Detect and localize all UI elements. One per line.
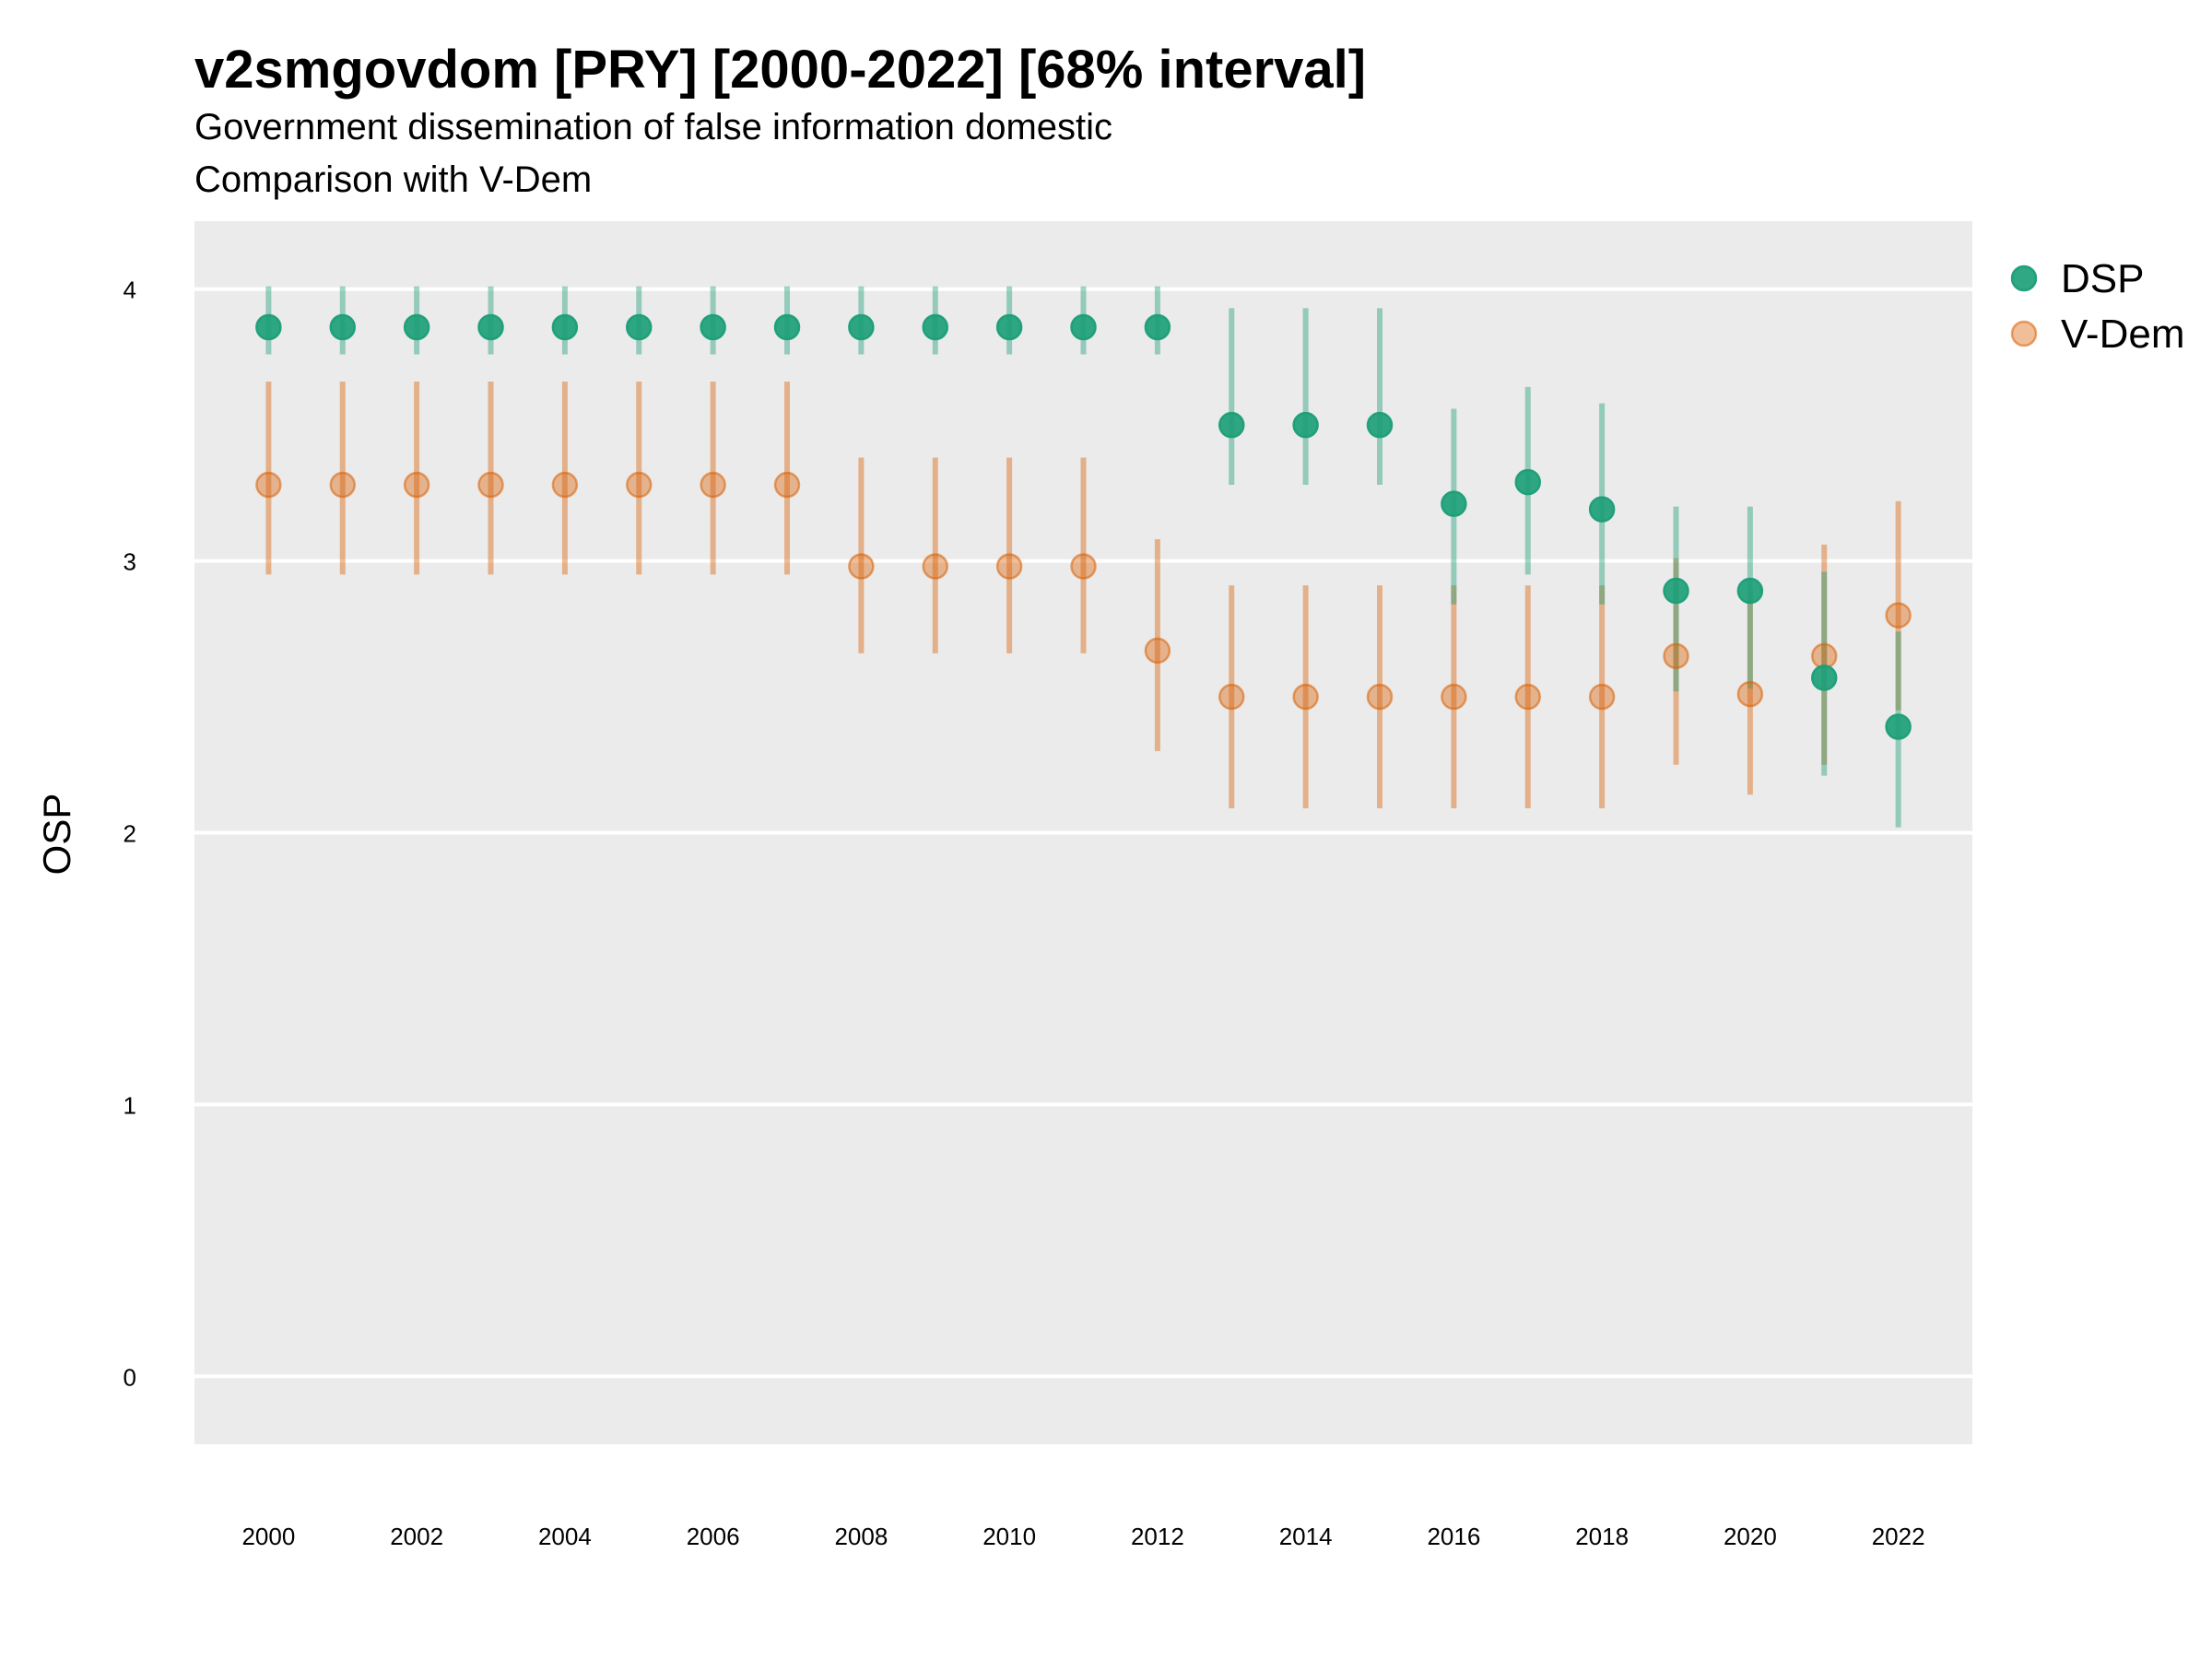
data-point — [551, 313, 579, 341]
data-point — [1663, 642, 1689, 670]
data-point — [922, 553, 948, 580]
data-point — [1292, 411, 1319, 439]
data-point — [995, 313, 1023, 341]
data-point — [403, 313, 430, 341]
data-point — [477, 313, 504, 341]
legend-label: V-Dem — [2061, 312, 2184, 357]
chart-subtitle-comparison: Comparison with V-Dem — [194, 159, 593, 200]
data-point — [773, 313, 801, 341]
data-point — [700, 471, 726, 499]
x-tick-label: 2012 — [1131, 1523, 1184, 1550]
data-point — [1292, 683, 1319, 711]
data-point — [626, 313, 653, 341]
x-tick-label: 2018 — [1575, 1523, 1629, 1550]
legend-label: DSP — [2061, 256, 2144, 301]
data-point — [1441, 490, 1467, 517]
grid-lines — [194, 287, 1972, 1379]
x-tick-label: 2004 — [538, 1523, 592, 1550]
legend: DSP V-Dem — [2010, 256, 2184, 357]
x-tick-label: 2006 — [687, 1523, 740, 1550]
points-v-dem — [255, 471, 1912, 711]
data-point — [1588, 683, 1616, 711]
data-series — [255, 286, 1912, 828]
y-tick-label: 0 — [124, 1363, 136, 1391]
data-point — [1885, 713, 1912, 740]
data-point — [848, 553, 875, 580]
legend-key — [2010, 265, 2038, 292]
data-point — [700, 313, 726, 341]
data-point — [1441, 683, 1467, 711]
x-tick-label: 2000 — [241, 1523, 295, 1550]
chart-subtitle: Government dissemination of false inform… — [194, 107, 1113, 147]
data-point — [255, 313, 282, 341]
data-point — [848, 313, 875, 341]
data-point — [1070, 553, 1097, 580]
data-point — [626, 471, 653, 499]
x-tick-label: 2020 — [1724, 1523, 1777, 1550]
data-point — [1366, 683, 1394, 711]
x-tick-label: 2014 — [1279, 1523, 1333, 1550]
data-point — [1144, 637, 1171, 665]
x-tick-label: 2002 — [390, 1523, 443, 1550]
y-tick-label: 1 — [124, 1091, 136, 1119]
data-point — [1366, 411, 1394, 439]
data-point — [329, 313, 356, 341]
x-tick-label: 2022 — [1872, 1523, 1925, 1550]
x-tick-label: 2008 — [834, 1523, 888, 1550]
data-point — [477, 471, 504, 499]
series-v-dem — [265, 381, 1901, 808]
x-tick-label: 2016 — [1427, 1523, 1480, 1550]
data-point — [1885, 602, 1912, 629]
y-tick-label: 2 — [124, 820, 136, 848]
data-point — [1218, 411, 1245, 439]
data-point — [1811, 665, 1838, 691]
chart-title: v2smgovdom [PRY] [2000-2022] [68% interv… — [194, 40, 1367, 100]
data-point — [255, 471, 282, 499]
data-point — [995, 553, 1023, 580]
data-point — [551, 471, 579, 499]
y-axis-label: OSP — [35, 794, 78, 876]
data-point — [1144, 313, 1171, 341]
data-point — [1588, 496, 1616, 523]
y-axis-ticks: 0 1 2 3 4 — [124, 276, 136, 1392]
data-point — [1736, 680, 1764, 708]
data-point — [1070, 313, 1097, 341]
data-point — [329, 471, 356, 499]
y-tick-label: 3 — [124, 548, 136, 576]
data-point — [1736, 577, 1764, 605]
data-point — [403, 471, 430, 499]
data-point — [1218, 683, 1245, 711]
data-point — [1514, 468, 1541, 496]
data-point — [922, 313, 948, 341]
y-tick-label: 4 — [124, 276, 136, 304]
data-point — [1663, 577, 1689, 605]
data-point — [1811, 642, 1838, 670]
data-point — [1514, 683, 1541, 711]
x-axis-ticks: 2000 2002 2004 2006 2008 2010 2012 2014 2016 2018… — [241, 1523, 1924, 1550]
points-dsp — [255, 313, 1912, 740]
data-point — [773, 471, 801, 499]
legend-key — [2010, 320, 2038, 347]
x-tick-label: 2010 — [982, 1523, 1036, 1550]
